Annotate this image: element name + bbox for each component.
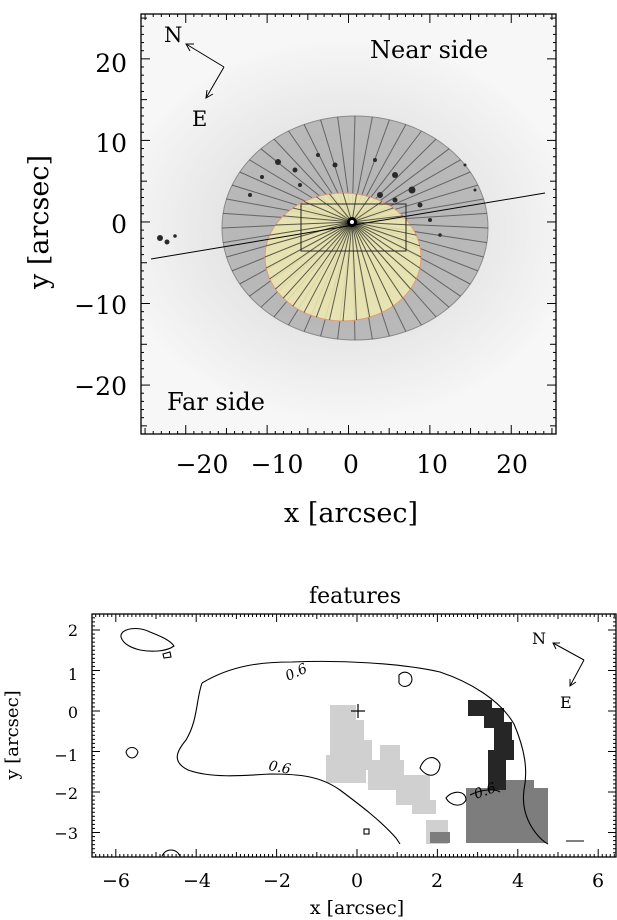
bottom-ytick: 0 xyxy=(68,703,78,722)
top-ytick: 0 xyxy=(111,210,127,239)
inner-grid-line xyxy=(351,207,394,223)
inner-grid-line xyxy=(342,192,353,223)
bottom-compass-e: E xyxy=(560,693,572,712)
top-compass xyxy=(185,43,225,99)
inner-grid-line xyxy=(351,221,383,313)
bottom-xtick: −2 xyxy=(263,870,291,892)
bottom-compass xyxy=(552,642,585,687)
inner-grid-line xyxy=(292,207,353,223)
top-xtick: 0 xyxy=(343,450,359,479)
contour-label: 0.6 xyxy=(267,758,292,778)
bottom-panel: features xyxy=(2,584,617,919)
bottom-axis-ticks xyxy=(92,614,616,857)
inner-grid-line xyxy=(303,201,353,223)
inner-grid-line xyxy=(351,221,371,318)
inner-grid-line xyxy=(329,193,353,223)
inner-grid-line xyxy=(282,221,353,299)
inner-grid-line xyxy=(266,221,353,247)
inner-grid-line xyxy=(351,201,383,223)
slit-line xyxy=(150,192,546,260)
inner-grid-line xyxy=(351,221,404,299)
top-xtick: 10 xyxy=(416,450,448,479)
contours xyxy=(120,628,584,857)
bottom-xtick: −4 xyxy=(183,870,211,892)
bottom-xtick: 6 xyxy=(592,870,604,892)
inner-grid-line xyxy=(351,221,411,290)
feature-mid xyxy=(430,780,548,843)
feature-light xyxy=(326,705,448,844)
nucleus-cross xyxy=(351,704,365,718)
inner-grid-line xyxy=(351,196,371,223)
inner-grid-line xyxy=(275,221,353,290)
inner-grid-line xyxy=(269,221,353,236)
bottom-xtick: 0 xyxy=(351,870,363,892)
top-xlabel: x [arcsec] xyxy=(284,498,418,529)
top-ytick: −20 xyxy=(74,372,127,401)
bottom-ylabel: y [arcsec] xyxy=(2,690,23,780)
top-panel: N E Near side Far side −20 −10 0 10 20 2… xyxy=(24,13,557,529)
inner-grid-line xyxy=(328,221,353,321)
bottom-xtick: −6 xyxy=(102,870,130,892)
inner-grid-line xyxy=(315,221,353,318)
far-side-label: Far side xyxy=(167,388,265,416)
inner-grid-line xyxy=(351,221,421,269)
inner-radial-grid xyxy=(264,192,422,322)
inner-grid-line xyxy=(351,221,394,307)
inner-grid-line xyxy=(342,221,353,322)
inner-grid-line xyxy=(316,196,353,223)
bottom-ytick: 1 xyxy=(68,665,78,684)
inner-grid-line xyxy=(351,221,411,226)
near-side-label: Near side xyxy=(370,36,488,64)
top-xtick: 20 xyxy=(496,450,528,479)
inner-grid-line xyxy=(351,221,420,247)
top-axis-ticks xyxy=(141,14,556,434)
bottom-xtick: 4 xyxy=(512,870,524,892)
top-ytick: 10 xyxy=(95,129,127,158)
bottom-ytick: −2 xyxy=(54,784,78,803)
inner-grid-line xyxy=(292,221,353,307)
inner-grid-line xyxy=(275,221,353,226)
galaxy-image xyxy=(141,14,556,434)
contour-label: 0.6 xyxy=(472,780,498,803)
inner-grid-line xyxy=(351,221,358,321)
top-ytick: 20 xyxy=(95,49,127,78)
top-compass-e: E xyxy=(192,107,207,131)
inner-grid-line xyxy=(351,221,417,280)
bottom-ytick: −1 xyxy=(54,746,78,765)
contour-label: 0.6 xyxy=(283,661,310,685)
bottom-title: features xyxy=(309,584,401,609)
feature-dark xyxy=(468,700,514,790)
zoom-box xyxy=(300,203,407,252)
inner-grid-line xyxy=(351,215,403,223)
inner-grid-line xyxy=(283,215,353,223)
inner-disk xyxy=(264,192,422,322)
inner-grid-line xyxy=(351,221,422,258)
inner-grid-line xyxy=(269,221,353,280)
top-xtick: −10 xyxy=(251,450,304,479)
bottom-compass-n: N xyxy=(532,629,546,648)
inner-grid-line xyxy=(303,221,353,313)
bottom-xlabel: x [arcsec] xyxy=(310,897,404,919)
top-compass-n: N xyxy=(164,23,182,47)
bottom-xtick: 2 xyxy=(431,870,443,892)
top-ytick: −10 xyxy=(74,291,127,320)
top-ylabel: y [arcsec] xyxy=(24,155,55,290)
bottom-ytick: −3 xyxy=(54,824,78,843)
bottom-ytick: 2 xyxy=(68,621,78,640)
inner-grid-line xyxy=(265,221,353,269)
top-xtick: −20 xyxy=(176,450,229,479)
dust-lanes xyxy=(157,153,477,245)
